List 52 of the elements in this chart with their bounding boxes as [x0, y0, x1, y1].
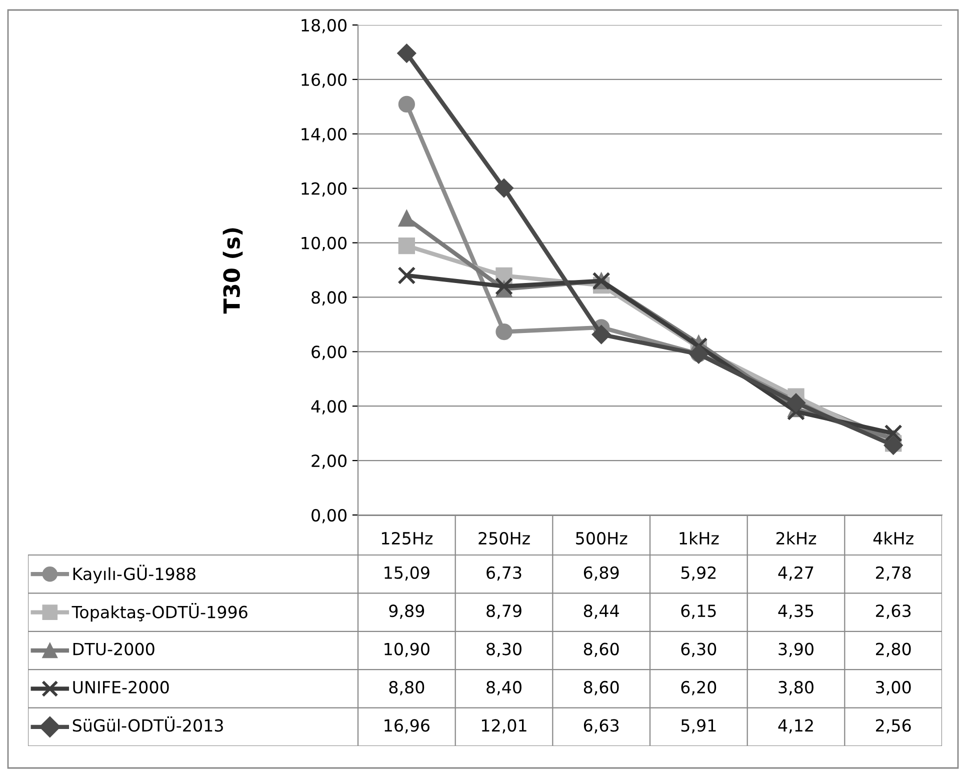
x-tick-label: 2kHz [776, 532, 816, 544]
y-tick-label: 4,00 [311, 400, 346, 414]
data-label: 4,27 [778, 566, 814, 581]
data-label: 8,44 [584, 604, 619, 619]
data-label: 8,80 [389, 680, 424, 696]
data-label: 6,89 [584, 566, 619, 581]
data-label: 5,92 [681, 566, 716, 581]
y-tick-label: 2,00 [312, 454, 346, 469]
data-label: 4,35 [778, 604, 814, 619]
data-label: 4,12 [778, 719, 813, 734]
legend-label: Topaktaş-ODTÜ-1996 [72, 602, 248, 622]
y-tick-label: 14,00 [302, 128, 346, 142]
data-label: 5,91 [681, 719, 716, 734]
data-label: 3,90 [778, 642, 814, 658]
data-label: 15,09 [384, 566, 430, 581]
legend-label: DTU-2000 [73, 642, 154, 656]
legend-label: Kayılı-GÜ-1988 [73, 564, 196, 584]
y-tick-label: 18,00 [302, 18, 346, 34]
data-label: 16,96 [384, 719, 430, 734]
data-label: 6,20 [681, 680, 716, 696]
data-label: 2,56 [876, 719, 911, 734]
x-tick-label: 250Hz [478, 532, 530, 545]
data-label: 8,30 [486, 642, 522, 658]
data-label: 6,63 [584, 719, 619, 734]
data-label: 8,79 [486, 604, 522, 619]
data-label: 3,00 [876, 680, 911, 696]
data-label: 2,80 [876, 642, 911, 658]
y-tick-label: 0,00 [312, 508, 346, 524]
data-label: 2,63 [876, 604, 911, 619]
data-label: 6,15 [681, 604, 716, 619]
data-label: 9,89 [389, 604, 424, 619]
data-label: 8,40 [486, 680, 522, 696]
y-tick-label: 12,00 [302, 182, 346, 197]
x-tick-label: 500Hz [576, 532, 628, 545]
data-label: 12,01 [482, 719, 526, 734]
data-label: 2,78 [876, 566, 911, 581]
y-tick-label: 6,00 [312, 346, 346, 360]
data-label: 6,30 [681, 642, 716, 658]
x-tick-label: 1kHz [680, 532, 719, 544]
legend-label: UNIFE-2000 [73, 680, 169, 694]
legend-label: SüGül-ODTÜ-2013 [72, 716, 223, 732]
x-tick-label: 125Hz [382, 532, 432, 545]
x-tick-label: 4kHz [873, 532, 914, 544]
data-label: 3,80 [778, 680, 814, 696]
data-label: 8,60 [584, 680, 619, 696]
data-label: 6,73 [486, 566, 522, 581]
data-label: 8,60 [584, 642, 619, 658]
data-label: 10,90 [384, 642, 430, 658]
y-axis-title: T30 (s) [222, 228, 243, 314]
y-tick-label: 8,00 [312, 291, 346, 306]
y-tick-label: 16,00 [302, 73, 346, 88]
y-tick-label: 10,00 [302, 236, 346, 252]
